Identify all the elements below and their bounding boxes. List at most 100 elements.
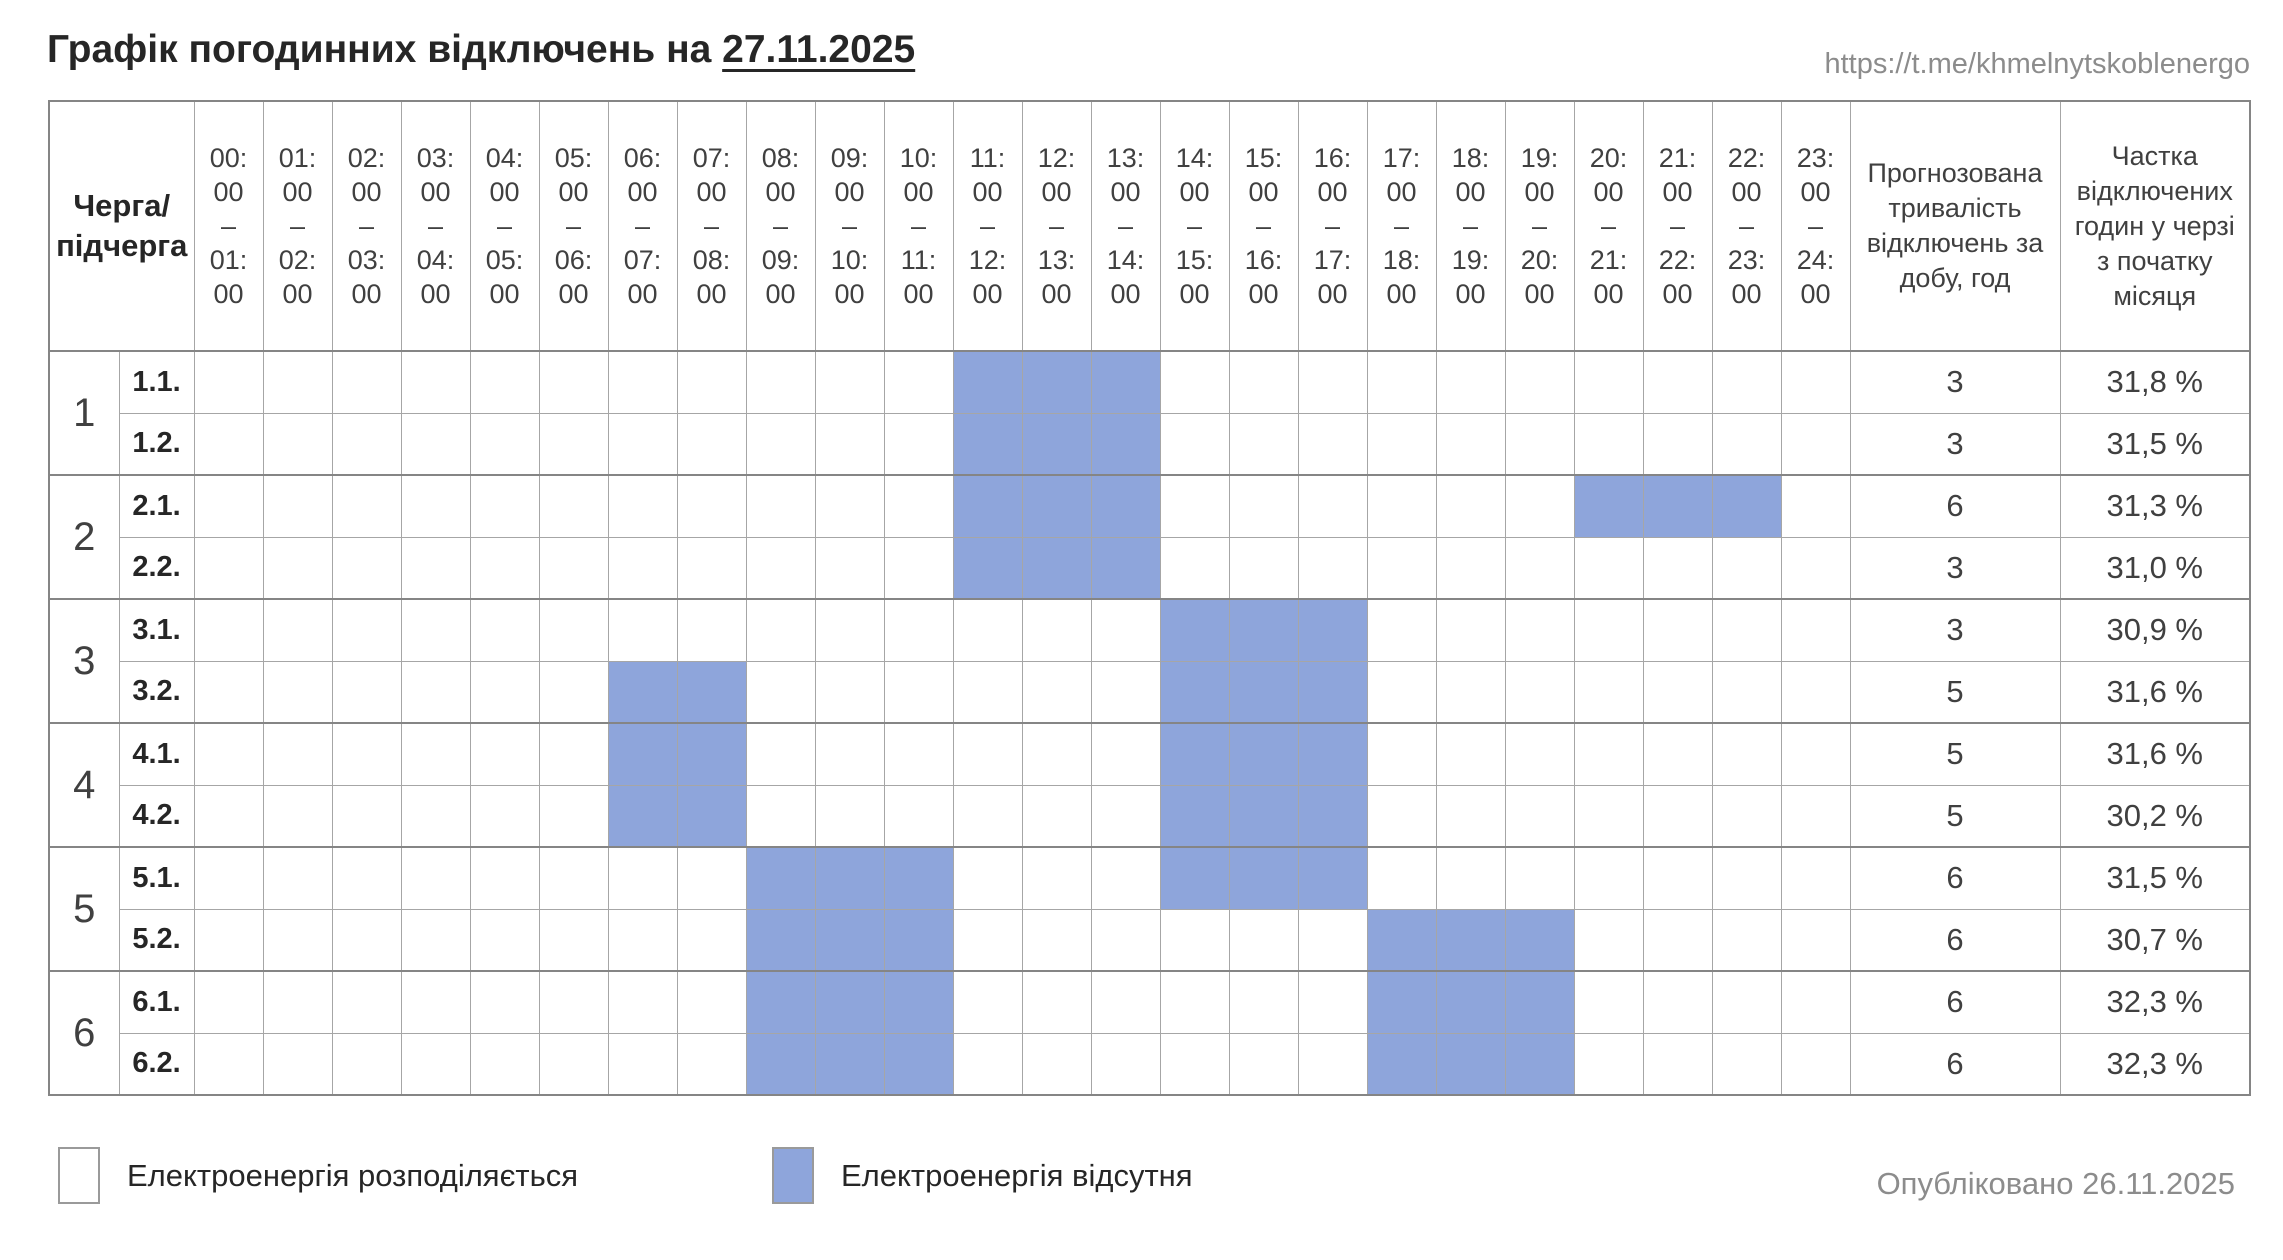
power-on-cell — [1090, 846, 1161, 910]
power-on-cell — [607, 536, 678, 600]
power-on-cell — [745, 784, 816, 848]
power-on-cell — [745, 660, 816, 724]
power-on-cell — [538, 722, 609, 786]
power-on-cell — [262, 846, 333, 910]
power-on-cell — [1366, 846, 1437, 910]
power-on-cell — [331, 660, 402, 724]
subqueue-label: 5.1. — [118, 846, 195, 910]
power-on-cell — [814, 412, 885, 476]
power-on-cell — [1504, 660, 1575, 724]
outage-cell — [883, 970, 954, 1034]
power-on-cell — [331, 784, 402, 848]
power-on-cell — [1435, 722, 1506, 786]
outage-cell — [607, 784, 678, 848]
power-on-cell — [745, 412, 816, 476]
duration-value: 5 — [1849, 784, 2061, 848]
hour-interval-header: 17: 00 – 18: 00 — [1366, 100, 1437, 352]
outage-cell — [1090, 412, 1161, 476]
power-on-cell — [469, 908, 540, 972]
outage-cell — [1366, 970, 1437, 1034]
hour-interval-header: 05: 00 – 06: 00 — [538, 100, 609, 352]
power-on-cell — [262, 908, 333, 972]
power-on-cell — [262, 970, 333, 1034]
hour-interval-header: 15: 00 – 16: 00 — [1228, 100, 1299, 352]
power-on-cell — [1435, 598, 1506, 662]
power-on-cell — [676, 536, 747, 600]
subqueue-label: 1.2. — [118, 412, 195, 476]
power-on-cell — [400, 970, 471, 1034]
power-on-cell — [1366, 474, 1437, 538]
power-on-cell — [1297, 350, 1368, 414]
hour-interval-header: 01: 00 – 02: 00 — [262, 100, 333, 352]
power-on-cell — [193, 412, 264, 476]
power-on-cell — [331, 536, 402, 600]
share-value: 31,0 % — [2059, 536, 2251, 600]
hour-interval-header: 11: 00 – 12: 00 — [952, 100, 1023, 352]
power-on-cell — [1642, 350, 1713, 414]
power-on-cell — [1021, 722, 1092, 786]
outage-cell — [1228, 598, 1299, 662]
power-on-cell — [1435, 660, 1506, 724]
share-value: 31,6 % — [2059, 660, 2251, 724]
outage-cell — [1297, 722, 1368, 786]
power-on-cell — [1780, 350, 1851, 414]
power-on-cell — [1228, 350, 1299, 414]
duration-value: 3 — [1849, 536, 2061, 600]
power-on-cell — [469, 784, 540, 848]
power-on-cell — [814, 722, 885, 786]
power-on-cell — [469, 536, 540, 600]
outage-cell — [1504, 970, 1575, 1034]
power-on-cell — [1642, 536, 1713, 600]
power-on-cell — [400, 660, 471, 724]
power-on-cell — [607, 1032, 678, 1096]
power-on-cell — [1228, 536, 1299, 600]
power-on-cell — [400, 722, 471, 786]
hour-interval-header: 02: 00 – 03: 00 — [331, 100, 402, 352]
hour-interval-header: 22: 00 – 23: 00 — [1711, 100, 1782, 352]
power-on-cell — [607, 908, 678, 972]
power-on-cell — [1573, 412, 1644, 476]
share-value: 32,3 % — [2059, 1032, 2251, 1096]
power-on-cell — [814, 660, 885, 724]
outage-cell — [814, 970, 885, 1034]
legend-item-available: Електроенергія розподіляється — [58, 1147, 578, 1204]
power-on-cell — [607, 598, 678, 662]
outage-cell — [1642, 474, 1713, 538]
outage-cell — [883, 908, 954, 972]
share-header: Частка відключених годин у черзі з почат… — [2059, 100, 2251, 352]
power-on-cell — [1780, 846, 1851, 910]
legend-swatch-power-on — [58, 1147, 100, 1204]
outage-cell — [1090, 536, 1161, 600]
duration-value: 3 — [1849, 350, 2061, 414]
power-on-cell — [1090, 660, 1161, 724]
hour-interval-header: 10: 00 – 11: 00 — [883, 100, 954, 352]
power-on-cell — [538, 350, 609, 414]
power-on-cell — [538, 474, 609, 538]
outage-cell — [1435, 970, 1506, 1034]
power-on-cell — [607, 970, 678, 1034]
hour-interval-header: 08: 00 – 09: 00 — [745, 100, 816, 352]
subqueue-label: 4.2. — [118, 784, 195, 848]
outage-cell — [1366, 908, 1437, 972]
power-on-cell — [1504, 350, 1575, 414]
outage-cell — [1297, 660, 1368, 724]
power-on-cell — [1297, 474, 1368, 538]
schedule-row: 4.2. 5 30,2 % — [49, 784, 2251, 848]
power-on-cell — [1711, 908, 1782, 972]
power-on-cell — [952, 660, 1023, 724]
queue-number: 2 — [48, 474, 120, 600]
power-on-cell — [676, 1032, 747, 1096]
duration-value: 5 — [1849, 722, 2061, 786]
power-on-cell — [1366, 412, 1437, 476]
share-value: 30,9 % — [2059, 598, 2251, 662]
outage-cell — [814, 846, 885, 910]
power-on-cell — [262, 350, 333, 414]
outage-cell — [1297, 598, 1368, 662]
legend-label-power-off: Електроенергія відсутня — [841, 1157, 1193, 1193]
power-on-cell — [1642, 1032, 1713, 1096]
share-value: 32,3 % — [2059, 970, 2251, 1034]
subqueue-label: 2.1. — [118, 474, 195, 538]
outage-cell — [1159, 722, 1230, 786]
power-on-cell — [1435, 412, 1506, 476]
telegram-url[interactable]: https://t.me/khmelnytskoblenergo — [1824, 48, 2250, 80]
